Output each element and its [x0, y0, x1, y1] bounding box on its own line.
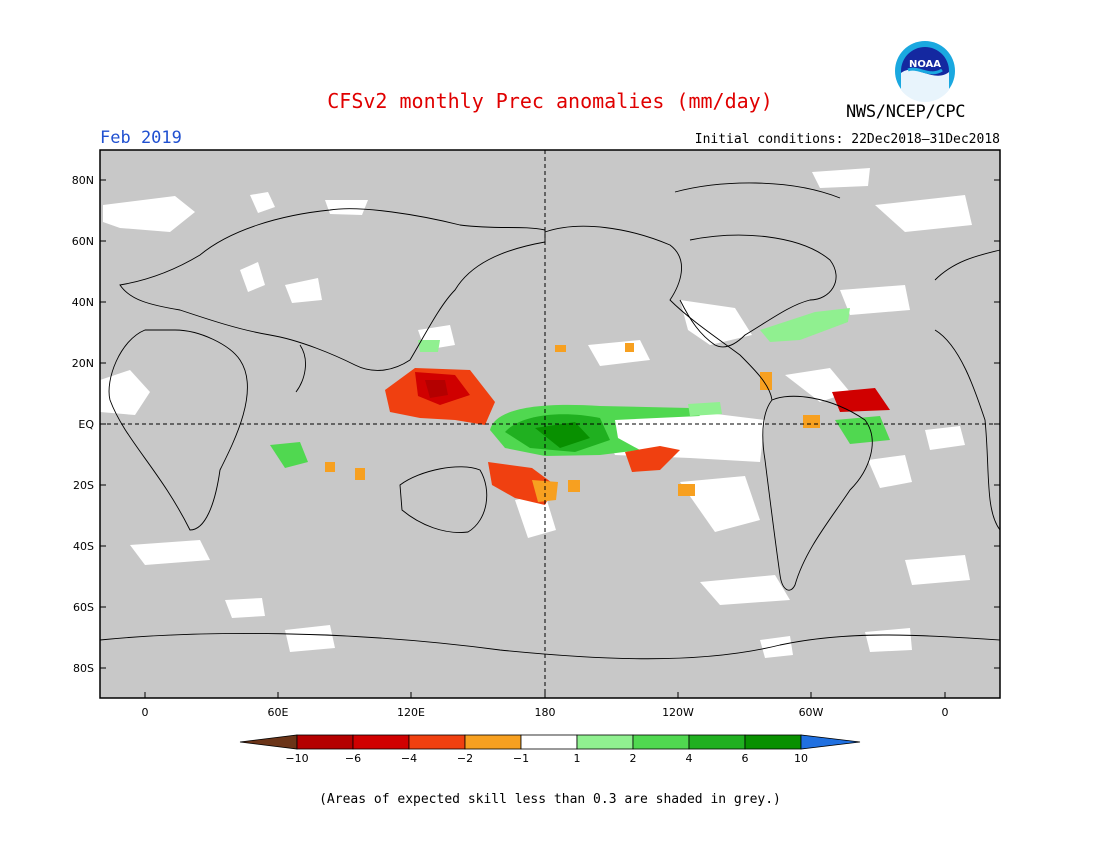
- axis-ticks: [100, 179, 1000, 698]
- colorbar-arrow-low: [239, 734, 298, 750]
- lat-label: 60S: [73, 601, 94, 614]
- logo-text: NOAA: [909, 59, 941, 70]
- colorbar-swatch: [744, 734, 802, 750]
- dry-anomaly-areas: [325, 343, 890, 505]
- colorbar-swatch: [520, 734, 578, 750]
- noaa-logo-icon: NOAA: [895, 41, 955, 102]
- colorbar-swatch: [576, 734, 634, 750]
- lon-label: 0: [942, 706, 949, 719]
- colorbar-label: −6: [345, 752, 361, 765]
- valid-month: Feb 2019: [100, 128, 182, 148]
- colorbar-label: 1: [574, 752, 581, 765]
- skill-footnote: (Areas of expected skill less than 0.3 a…: [319, 792, 781, 807]
- colorbar-arrow-high: [800, 734, 861, 750]
- colorbar-swatch: [408, 734, 466, 750]
- lon-label: 0: [142, 706, 149, 719]
- colorbar-swatch: [352, 734, 410, 750]
- colorbar-label: 2: [630, 752, 637, 765]
- lon-label: 180: [535, 706, 556, 719]
- colorbar-swatch: [464, 734, 522, 750]
- latitude-labels: 80N 60N 40N 20N EQ 20S 40S 60S 80S: [72, 174, 95, 675]
- lat-label: EQ: [78, 418, 94, 431]
- noaa-logo: NOAA: [894, 40, 956, 102]
- lat-label: 40N: [72, 296, 94, 309]
- chart-title: CFSv2 monthly Prec anomalies (mm/day): [327, 89, 773, 113]
- lat-label: 20S: [73, 479, 94, 492]
- lat-label: 80N: [72, 174, 94, 187]
- colorbar-label: 4: [686, 752, 693, 765]
- colorbar-label: −4: [401, 752, 417, 765]
- lat-label: 80S: [73, 662, 94, 675]
- colorbar-swatch: [296, 734, 354, 750]
- colorbar-label: −10: [285, 752, 308, 765]
- map-area: [100, 150, 1000, 698]
- longitude-labels: 0 60E 120E 180 120W 60W 0: [142, 706, 949, 719]
- colorbar-label: 6: [742, 752, 749, 765]
- lat-label: 60N: [72, 235, 94, 248]
- lon-label: 120W: [662, 706, 694, 719]
- initial-conditions: Initial conditions: 22Dec2018–31Dec2018: [694, 132, 1000, 147]
- colorbar: −10 −6 −4 −2 −1 1 2 4 6 10: [239, 734, 861, 765]
- coastlines: [100, 182, 1000, 660]
- colorbar-label: −2: [457, 752, 473, 765]
- agency-label: NWS/NCEP/CPC: [846, 102, 966, 122]
- colorbar-swatch: [688, 734, 746, 750]
- lon-label: 120E: [397, 706, 425, 719]
- lon-label: 60E: [268, 706, 289, 719]
- lon-label: 60W: [799, 706, 824, 719]
- lat-label: 40S: [73, 540, 94, 553]
- colorbar-label: 10: [794, 752, 808, 765]
- colorbar-label: −1: [513, 752, 529, 765]
- lat-label: 20N: [72, 357, 94, 370]
- colorbar-swatch: [632, 734, 690, 750]
